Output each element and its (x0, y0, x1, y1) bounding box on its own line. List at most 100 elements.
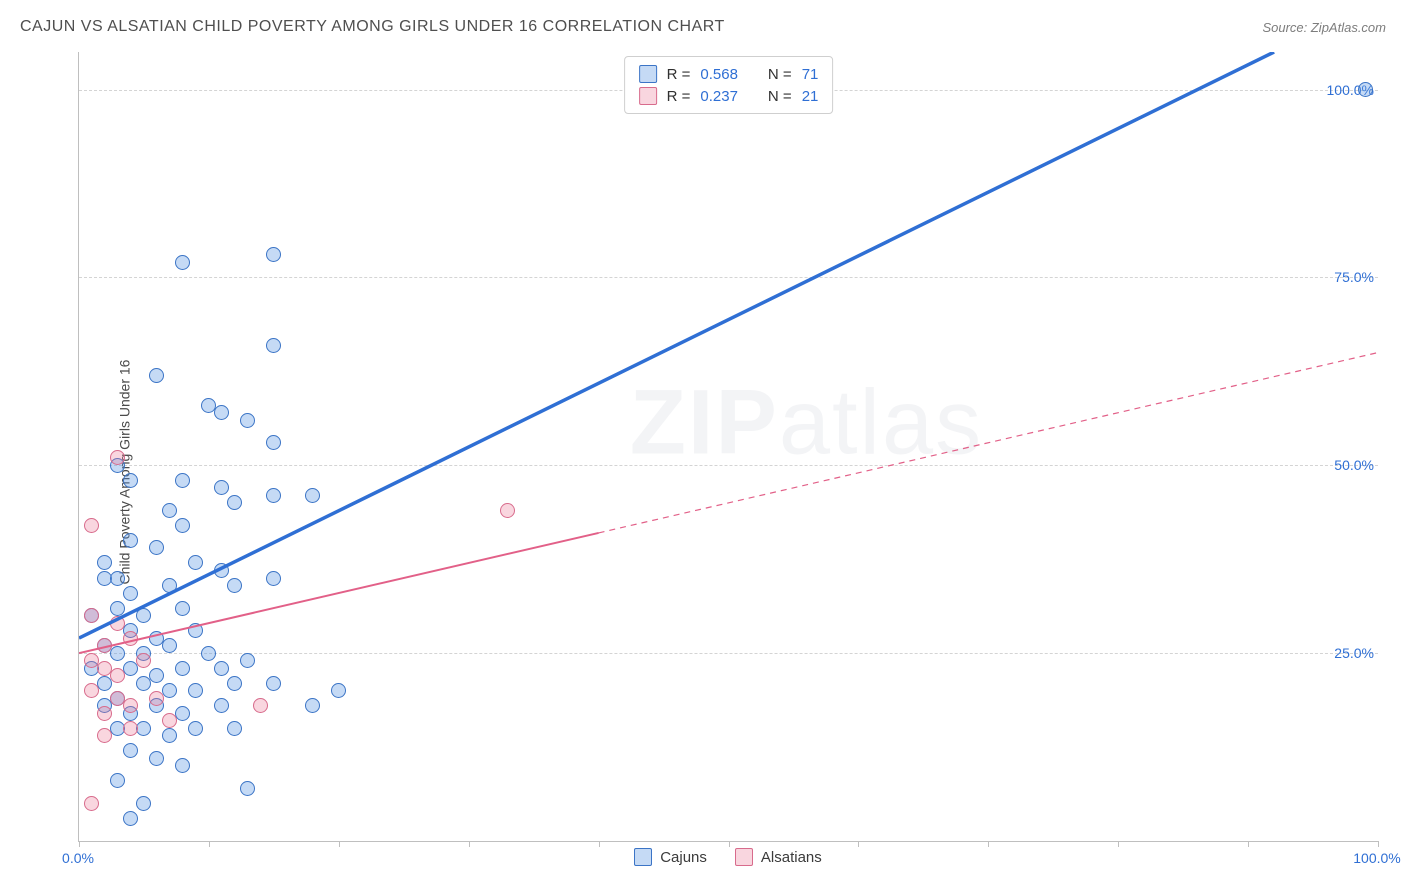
x-tick (1378, 841, 1379, 847)
cajuns-point (214, 563, 229, 578)
alsatians-point (123, 631, 138, 646)
cajuns-point (266, 247, 281, 262)
alsatians-point (162, 713, 177, 728)
gridline (79, 653, 1378, 654)
alsatians-swatch (735, 848, 753, 866)
cajuns-point (266, 676, 281, 691)
alsatians-point (84, 683, 99, 698)
cajuns-point (162, 578, 177, 593)
alsatians-point (97, 728, 112, 743)
source-attribution: Source: ZipAtlas.com (1262, 20, 1386, 35)
cajuns-point (110, 571, 125, 586)
cajuns-point (1358, 82, 1373, 97)
y-tick-label: 25.0% (1334, 645, 1374, 661)
cajuns-point (266, 435, 281, 450)
cajuns-point (149, 751, 164, 766)
cajuns-point (331, 683, 346, 698)
alsatians-point (253, 698, 268, 713)
alsatians-point (84, 518, 99, 533)
alsatians-point (97, 706, 112, 721)
alsatians-point (84, 608, 99, 623)
cajuns-swatch (634, 848, 652, 866)
cajuns-point (201, 646, 216, 661)
watermark: ZIPatlas (630, 370, 983, 475)
cajuns-point (162, 728, 177, 743)
legend-label: Cajuns (660, 849, 707, 866)
gridline (79, 277, 1378, 278)
cajuns-point (175, 255, 190, 270)
n-value: 71 (802, 66, 819, 83)
cajuns-point (123, 743, 138, 758)
cajuns-point (188, 623, 203, 638)
alsatians-point (84, 796, 99, 811)
alsatians-point (136, 653, 151, 668)
cajuns-swatch (639, 65, 657, 83)
y-tick-label: 75.0% (1334, 269, 1374, 285)
cajuns-point (149, 668, 164, 683)
plot-area: ZIPatlas R =0.568N =71R =0.237N =21 25.0… (78, 52, 1378, 842)
cajuns-point (305, 698, 320, 713)
cajuns-point (136, 796, 151, 811)
cajuns-point (214, 480, 229, 495)
cajuns-point (305, 488, 320, 503)
alsatians-point (500, 503, 515, 518)
watermark-bold: ZIP (630, 371, 779, 473)
x-tick-label: 0.0% (62, 850, 94, 866)
cajuns-point (123, 473, 138, 488)
cajuns-point (149, 540, 164, 555)
cajuns-point (175, 518, 190, 533)
alsatians-point (123, 721, 138, 736)
cajuns-point (240, 413, 255, 428)
series-legend: Cajuns Alsatians (78, 848, 1378, 866)
cajuns-point (123, 811, 138, 826)
cajuns-point (136, 721, 151, 736)
cajuns-point (123, 586, 138, 601)
alsatians-point (110, 616, 125, 631)
cajuns-point (240, 653, 255, 668)
cajuns-point (110, 646, 125, 661)
cajuns-point (136, 608, 151, 623)
x-axis-area: CajunsAlsatians 0.0%100.0% (78, 842, 1378, 892)
y-tick-label: 50.0% (1334, 457, 1374, 473)
x-tick-label: 100.0% (1353, 850, 1400, 866)
cajuns-point (175, 473, 190, 488)
cajuns-point (188, 555, 203, 570)
cajuns-point (175, 758, 190, 773)
cajuns-point (149, 368, 164, 383)
alsatians-point (110, 668, 125, 683)
cajuns-point (214, 405, 229, 420)
cajuns-point (110, 773, 125, 788)
cajuns-point (123, 533, 138, 548)
correlation-legend-row: R =0.237N =21 (639, 85, 819, 107)
legend-label: Alsatians (761, 849, 822, 866)
cajuns-point (266, 571, 281, 586)
legend-item: Cajuns (634, 848, 707, 866)
cajuns-point (175, 601, 190, 616)
legend-item: Alsatians (735, 848, 822, 866)
chart-title: CAJUN VS ALSATIAN CHILD POVERTY AMONG GI… (20, 18, 725, 36)
correlation-legend: R =0.568N =71R =0.237N =21 (624, 56, 834, 114)
r-label: R = (667, 66, 691, 83)
watermark-thin: atlas (779, 371, 983, 473)
gridline (79, 465, 1378, 466)
n-value: 21 (802, 88, 819, 105)
cajuns-point (188, 721, 203, 736)
cajuns-point (227, 495, 242, 510)
r-value: 0.568 (700, 66, 738, 83)
cajuns-point (266, 338, 281, 353)
cajuns-point (162, 638, 177, 653)
n-label: N = (768, 88, 792, 105)
alsatians-swatch (639, 87, 657, 105)
cajuns-point (214, 661, 229, 676)
correlation-legend-row: R =0.568N =71 (639, 63, 819, 85)
cajuns-point (240, 781, 255, 796)
cajuns-point (162, 683, 177, 698)
r-label: R = (667, 88, 691, 105)
cajuns-point (214, 698, 229, 713)
cajuns-point (110, 601, 125, 616)
source-prefix: Source: (1262, 20, 1310, 35)
cajuns-point (227, 578, 242, 593)
source-name: ZipAtlas.com (1311, 20, 1386, 35)
cajuns-point (162, 503, 177, 518)
cajuns-point (227, 721, 242, 736)
